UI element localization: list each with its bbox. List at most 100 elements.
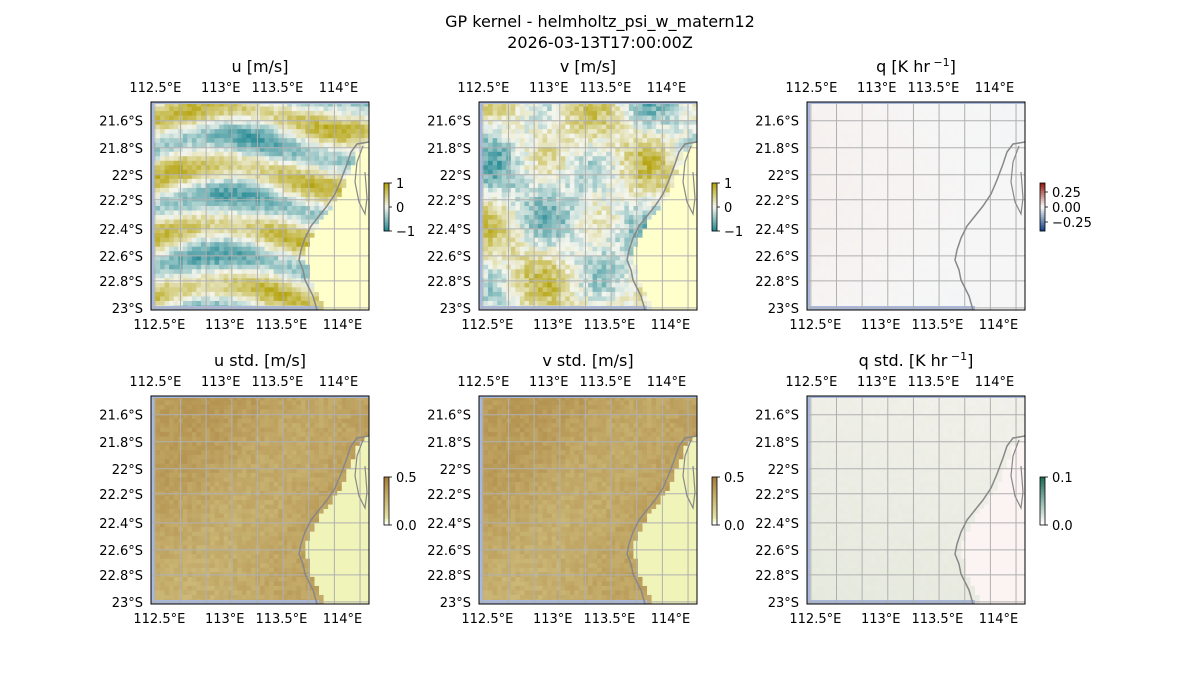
heatmap-cell xyxy=(328,269,334,275)
heatmap-cell xyxy=(287,120,293,126)
heatmap-cell xyxy=(332,296,338,302)
ytick-label: 22.2°S xyxy=(99,194,143,209)
heatmap-cell xyxy=(241,210,247,216)
heatmap-cell xyxy=(237,115,243,121)
heatmap-cell xyxy=(637,115,643,121)
heatmap-cell xyxy=(637,224,643,230)
heatmap-cell xyxy=(556,215,562,220)
heatmap-cell xyxy=(241,246,247,252)
heatmap-cell xyxy=(515,129,521,135)
heatmap-cell xyxy=(970,111,976,116)
heatmap-cell xyxy=(164,156,170,162)
heatmap-cell xyxy=(501,201,507,207)
heatmap-cell xyxy=(232,246,238,252)
heatmap-cell xyxy=(556,260,562,266)
heatmap-cell xyxy=(893,133,899,139)
heatmap-cell xyxy=(925,124,931,130)
heatmap-cell xyxy=(241,264,247,270)
heatmap-cell xyxy=(687,233,693,239)
heatmap-cell xyxy=(278,296,284,302)
heatmap-cell xyxy=(291,296,297,302)
heatmap-cell xyxy=(642,206,648,211)
heatmap-cell xyxy=(551,151,557,157)
heatmap-cell xyxy=(538,106,543,112)
heatmap-cell xyxy=(314,129,320,135)
heatmap-cell xyxy=(820,111,826,116)
heatmap-cell xyxy=(656,102,662,107)
heatmap-cell xyxy=(574,142,580,148)
heatmap-cell xyxy=(687,201,693,207)
heatmap-cell xyxy=(551,269,557,275)
heatmap-cell xyxy=(483,142,489,148)
heatmap-cell xyxy=(191,206,197,211)
heatmap-cell xyxy=(533,151,539,157)
heatmap-cell xyxy=(300,255,306,261)
heatmap-cell xyxy=(223,269,229,275)
heatmap-cell xyxy=(547,174,553,180)
heatmap-cell xyxy=(683,269,689,275)
heatmap-cell xyxy=(656,138,662,144)
heatmap-cell xyxy=(1020,124,1026,130)
heatmap-cell xyxy=(173,115,179,121)
heatmap-cell xyxy=(560,151,566,157)
heatmap-cell xyxy=(314,187,320,193)
heatmap-cell xyxy=(574,129,580,135)
heatmap-cell xyxy=(241,120,247,126)
heatmap-cell xyxy=(547,287,553,293)
heatmap-cell xyxy=(300,224,306,230)
heatmap-cell xyxy=(323,233,329,239)
heatmap-cell xyxy=(510,233,516,239)
heatmap-cell xyxy=(210,151,215,157)
heatmap-cell xyxy=(588,129,593,135)
heatmap-cell xyxy=(250,228,256,234)
heatmap-cell xyxy=(692,282,698,288)
heatmap-cell xyxy=(556,160,562,166)
heatmap-cell xyxy=(488,120,494,126)
heatmap-cell xyxy=(250,282,256,288)
heatmap-cell xyxy=(692,111,698,116)
heatmap-cell xyxy=(337,300,343,306)
heatmap-cell xyxy=(488,192,494,198)
heatmap-cell xyxy=(205,178,211,184)
heatmap-cell xyxy=(264,219,270,225)
heatmap-cell xyxy=(606,206,612,211)
heatmap-cell xyxy=(291,147,297,153)
heatmap-cell xyxy=(533,133,539,139)
heatmap-cell xyxy=(264,206,270,211)
heatmap-cell xyxy=(155,224,161,230)
colorbar-segment xyxy=(712,187,717,190)
heatmap-cell xyxy=(164,120,170,126)
heatmap-cell xyxy=(492,187,498,193)
heatmap-cell xyxy=(551,120,557,126)
heatmap-cell xyxy=(979,133,985,139)
heatmap-cell xyxy=(169,242,175,248)
heatmap-cell xyxy=(565,169,571,175)
heatmap-cell xyxy=(278,237,284,243)
heatmap-cell xyxy=(200,219,206,225)
heatmap-cell xyxy=(155,219,161,225)
heatmap-cell xyxy=(601,111,607,116)
heatmap-cell xyxy=(510,287,516,293)
heatmap-cell xyxy=(578,129,584,135)
heatmap-cell xyxy=(359,169,365,175)
heatmap-cell xyxy=(492,183,498,189)
heatmap-cell xyxy=(938,106,944,112)
heatmap-cell xyxy=(829,138,835,144)
heatmap-cell xyxy=(328,147,334,153)
heatmap-cell xyxy=(929,133,935,139)
heatmap-cell xyxy=(510,138,516,144)
heatmap-cell xyxy=(232,156,238,162)
heatmap-cell xyxy=(669,174,675,180)
heatmap-cell xyxy=(619,138,625,144)
heatmap-cell xyxy=(674,192,680,198)
heatmap-cell xyxy=(906,133,912,139)
heatmap-cell xyxy=(214,246,220,252)
heatmap-cell xyxy=(893,111,899,116)
heatmap-cell xyxy=(606,151,612,157)
heatmap-cell xyxy=(300,201,306,207)
heatmap-cell xyxy=(597,273,603,279)
heatmap-cell xyxy=(578,165,584,171)
heatmap-cell xyxy=(296,260,302,266)
heatmap-cell xyxy=(264,264,270,270)
heatmap-cell xyxy=(241,187,247,193)
